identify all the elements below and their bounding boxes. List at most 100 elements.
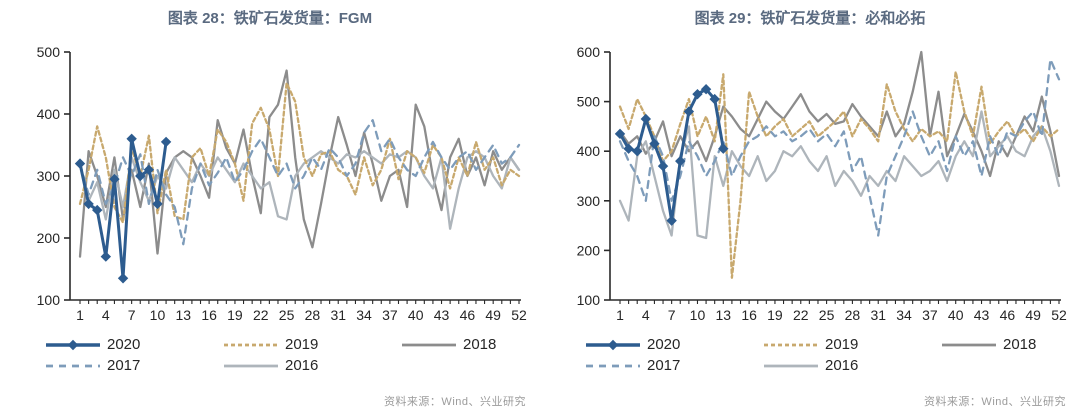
x-tick-label: 10	[149, 307, 165, 323]
legend-row: 2020 2019 2018	[584, 334, 1080, 355]
chart-plot-1: 100 200 300 400 500 600 1 4 7 10 13 16 19 22 25 28 31 34 3…	[576, 44, 1066, 323]
axes: 100 200 300 400 500 600 1 4 7 10 13 16 19 22 25 28 31 34 3…	[576, 44, 1066, 323]
diamond-marker	[700, 84, 711, 95]
chart-legend-0: 2020 2019 2018 2017 2016	[44, 334, 540, 376]
x-tick-label: 43	[433, 307, 449, 323]
x-tick-label: 25	[818, 307, 834, 323]
series-line-2018	[618, 50, 1060, 178]
x-tick-label: 4	[641, 307, 649, 323]
y-tick-label: 600	[576, 44, 600, 60]
y-tick-label: 400	[576, 143, 600, 159]
diamond-marker	[117, 273, 128, 284]
legend-swatch-2020	[586, 339, 640, 350]
x-tick-label: 16	[741, 307, 757, 323]
legend-row: 2017 2016	[584, 355, 1080, 376]
x-tick-label: 16	[201, 307, 217, 323]
chart-panel-fgm: 图表 28：铁矿石发货量：FGM 100 200 300 400 500 1 4 7 10 13 1…	[36, 10, 540, 408]
legend-item-2016: 2016	[762, 357, 940, 374]
legend-swatch-2019	[764, 343, 818, 346]
legend-label-2019: 2019	[285, 336, 319, 353]
legend-row: 2017 2016	[44, 355, 540, 376]
x-tick-label: 49	[485, 307, 501, 323]
x-tick-label: 31	[330, 307, 346, 323]
series-line-2017	[78, 119, 520, 246]
y-tick-label: 300	[36, 168, 60, 184]
legend-item-2018: 2018	[400, 336, 540, 353]
legend-item-2019: 2019	[222, 336, 400, 353]
legend-label-2019: 2019	[825, 336, 859, 353]
legend-item-2017: 2017	[44, 357, 222, 374]
x-tick-label: 34	[896, 307, 912, 323]
legend-item-2016: 2016	[222, 357, 400, 374]
legend-swatch-2018	[402, 343, 456, 346]
x-tick-label: 1	[76, 307, 84, 323]
x-tick-label: 37	[382, 307, 398, 323]
diamond-marker	[708, 93, 720, 105]
x-tick-label: 40	[407, 307, 423, 323]
y-tick-label: 500	[576, 94, 600, 110]
diamond-marker	[151, 198, 163, 210]
y-tick-label: 400	[36, 106, 60, 122]
x-tick-label: 34	[356, 307, 372, 323]
diamond-marker	[134, 170, 145, 182]
y-tick-label: 200	[576, 242, 600, 258]
legend-swatch-2018	[942, 343, 996, 346]
x-tick-label: 40	[947, 307, 963, 323]
x-tick-label: 49	[1025, 307, 1041, 323]
x-tick-label: 13	[715, 307, 731, 323]
x-tick-label: 28	[304, 307, 320, 323]
x-tick-label: 37	[922, 307, 938, 323]
legend-label-2016: 2016	[285, 357, 319, 374]
diamond-marker	[607, 339, 619, 350]
y-tick-label: 200	[36, 230, 60, 246]
series-line-2016	[618, 110, 1060, 240]
x-tick-label: 19	[767, 307, 783, 323]
source-note: 资料来源：Wind、兴业研究	[383, 396, 526, 408]
diamond-marker	[82, 198, 94, 210]
diamond-marker	[67, 339, 79, 350]
legend-item-2017: 2017	[584, 357, 762, 374]
legend-swatch-2017	[46, 364, 100, 367]
chart-plot-0: 100 200 300 400 500 1 4 7 10 13 16 19 22 25 28 31 34 37 40…	[36, 44, 526, 323]
diamond-marker	[691, 88, 703, 100]
legend-label-2020: 2020	[107, 336, 141, 353]
legend-item-2018: 2018	[940, 336, 1080, 353]
diamond-marker	[631, 146, 642, 157]
legend-label-2018: 2018	[1003, 336, 1037, 353]
series-line-2017	[618, 58, 1060, 237]
axes: 100 200 300 400 500 1 4 7 10 13 16 19 22 25 28 31 34 37 40…	[36, 44, 526, 323]
legend-swatch-2017	[586, 364, 640, 367]
chart-legend-1: 2020 2019 2018 2017 2016	[584, 334, 1080, 376]
chart-panel-bhp: 图表 29：铁矿石发货量：必和必拓 100 200 300 400 500 600 1 4 7 1…	[540, 0, 1080, 419]
x-tick-label: 7	[667, 307, 675, 323]
y-tick-label: 100	[36, 292, 60, 308]
diamond-marker	[125, 133, 137, 144]
legend-swatch-2016	[224, 364, 278, 367]
x-tick-label: 4	[101, 307, 109, 323]
diamond-marker	[74, 158, 85, 169]
x-tick-label: 22	[792, 307, 808, 323]
x-tick-label: 10	[689, 307, 705, 323]
series-line-2019	[78, 81, 520, 224]
diamond-marker	[657, 160, 668, 172]
legend-item-2019: 2019	[762, 336, 940, 353]
y-tick-label: 500	[36, 44, 60, 60]
x-tick-label: 25	[278, 307, 294, 323]
series-line-2019	[618, 70, 1060, 279]
legend-swatch-2019	[224, 343, 278, 346]
legend-label-2018: 2018	[463, 336, 497, 353]
diamond-marker	[160, 136, 171, 148]
x-tick-label: 46	[459, 307, 475, 323]
y-tick-label: 300	[576, 193, 600, 209]
legend-label-2017: 2017	[107, 357, 141, 374]
legend-label-2016: 2016	[825, 357, 859, 374]
legend-label-2017: 2017	[647, 357, 681, 374]
x-tick-label: 46	[999, 307, 1015, 323]
x-tick-label: 31	[870, 307, 886, 323]
y-tick-label: 100	[576, 292, 600, 308]
diamond-marker	[108, 173, 120, 185]
legend-swatch-2016	[764, 364, 818, 367]
x-tick-label: 28	[844, 307, 860, 323]
legend-item-2020: 2020	[44, 336, 222, 353]
legend-item-2020: 2020	[584, 336, 762, 353]
